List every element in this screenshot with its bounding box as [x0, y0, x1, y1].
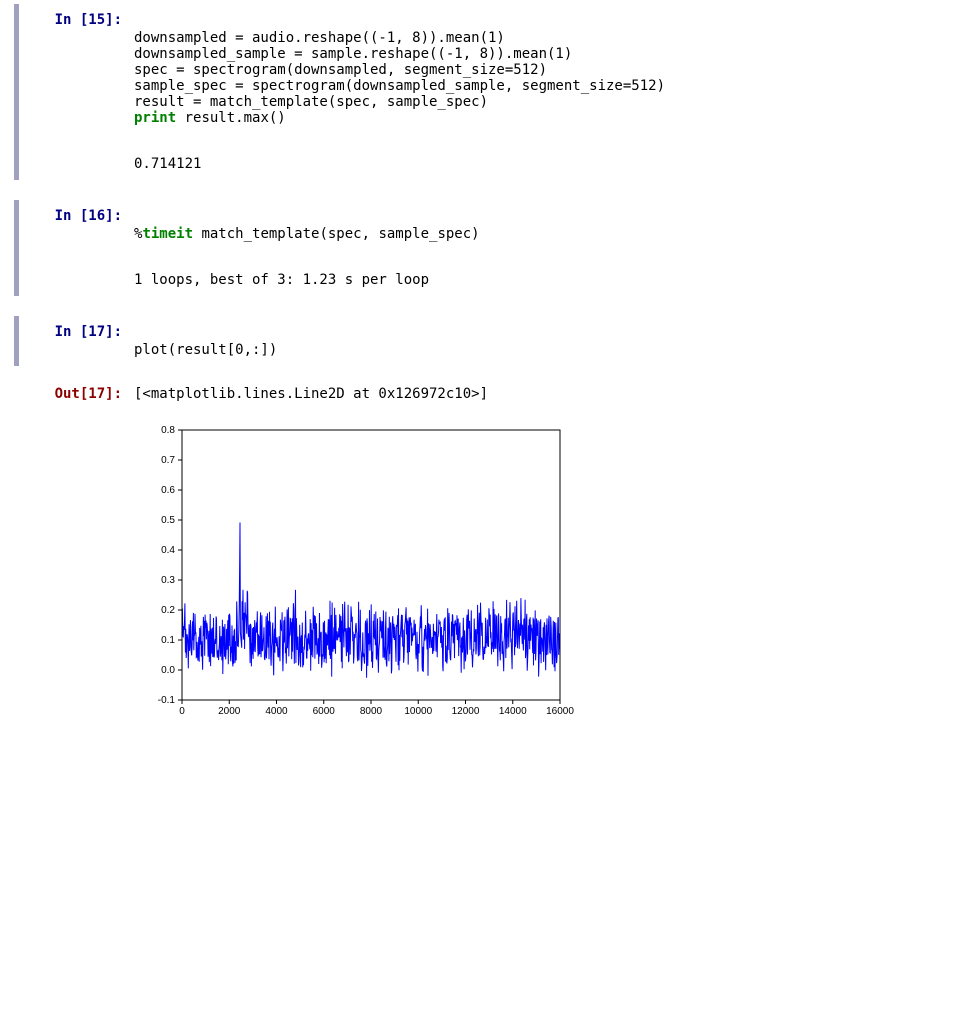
- code-block[interactable]: %timeit match_template(spec, sample_spec…: [134, 208, 971, 288]
- svg-text:16000: 16000: [546, 706, 574, 717]
- line-chart: -0.1 0.0 0.1 0.2 0.3 0.4 0.5 0.6 0.7 0.8 0 2000 4000…: [134, 422, 574, 722]
- svg-text:0.6: 0.6: [161, 485, 175, 496]
- svg-text:14000: 14000: [499, 706, 527, 717]
- svg-text:0.7: 0.7: [161, 455, 175, 466]
- stdout-output: 0.714121: [134, 156, 971, 172]
- svg-text:6000: 6000: [313, 706, 336, 717]
- svg-text:12000: 12000: [452, 706, 480, 717]
- code-block[interactable]: plot(result[0,:]): [134, 324, 971, 358]
- svg-text:0.3: 0.3: [161, 575, 175, 586]
- input-prompt: In [15]:: [19, 12, 134, 172]
- output-prompt: Out[17]:: [19, 386, 134, 402]
- svg-text:0.0: 0.0: [161, 665, 175, 676]
- svg-text:0.5: 0.5: [161, 515, 175, 526]
- output-cell: Out[17]:[<matplotlib.lines.Line2D at 0x1…: [14, 386, 971, 402]
- svg-text:2000: 2000: [218, 706, 241, 717]
- code-block[interactable]: downsampled = audio.reshape((-1, 8)).mea…: [134, 12, 971, 172]
- svg-text:4000: 4000: [265, 706, 288, 717]
- svg-text:0.8: 0.8: [161, 425, 175, 436]
- input-prompt: In [17]:: [19, 324, 134, 358]
- svg-text:10000: 10000: [404, 706, 432, 717]
- svg-text:-0.1: -0.1: [158, 695, 176, 706]
- input-prompt: In [16]:: [19, 208, 134, 288]
- svg-text:0.1: 0.1: [161, 635, 175, 646]
- input-cell: In [15]:downsampled = audio.reshape((-1,…: [14, 4, 971, 180]
- input-cell: In [16]:%timeit match_template(spec, sam…: [14, 200, 971, 296]
- output-text: [<matplotlib.lines.Line2D at 0x126972c10…: [134, 386, 971, 402]
- chart-output: -0.1 0.0 0.1 0.2 0.3 0.4 0.5 0.6 0.7 0.8 0 2000 4000…: [134, 422, 971, 722]
- svg-text:0: 0: [179, 706, 185, 717]
- svg-text:0.4: 0.4: [161, 545, 175, 556]
- svg-text:8000: 8000: [360, 706, 383, 717]
- input-cell: In [17]:plot(result[0,:]): [14, 316, 971, 366]
- stdout-output: 1 loops, best of 3: 1.23 s per loop: [134, 272, 971, 288]
- svg-text:0.2: 0.2: [161, 605, 175, 616]
